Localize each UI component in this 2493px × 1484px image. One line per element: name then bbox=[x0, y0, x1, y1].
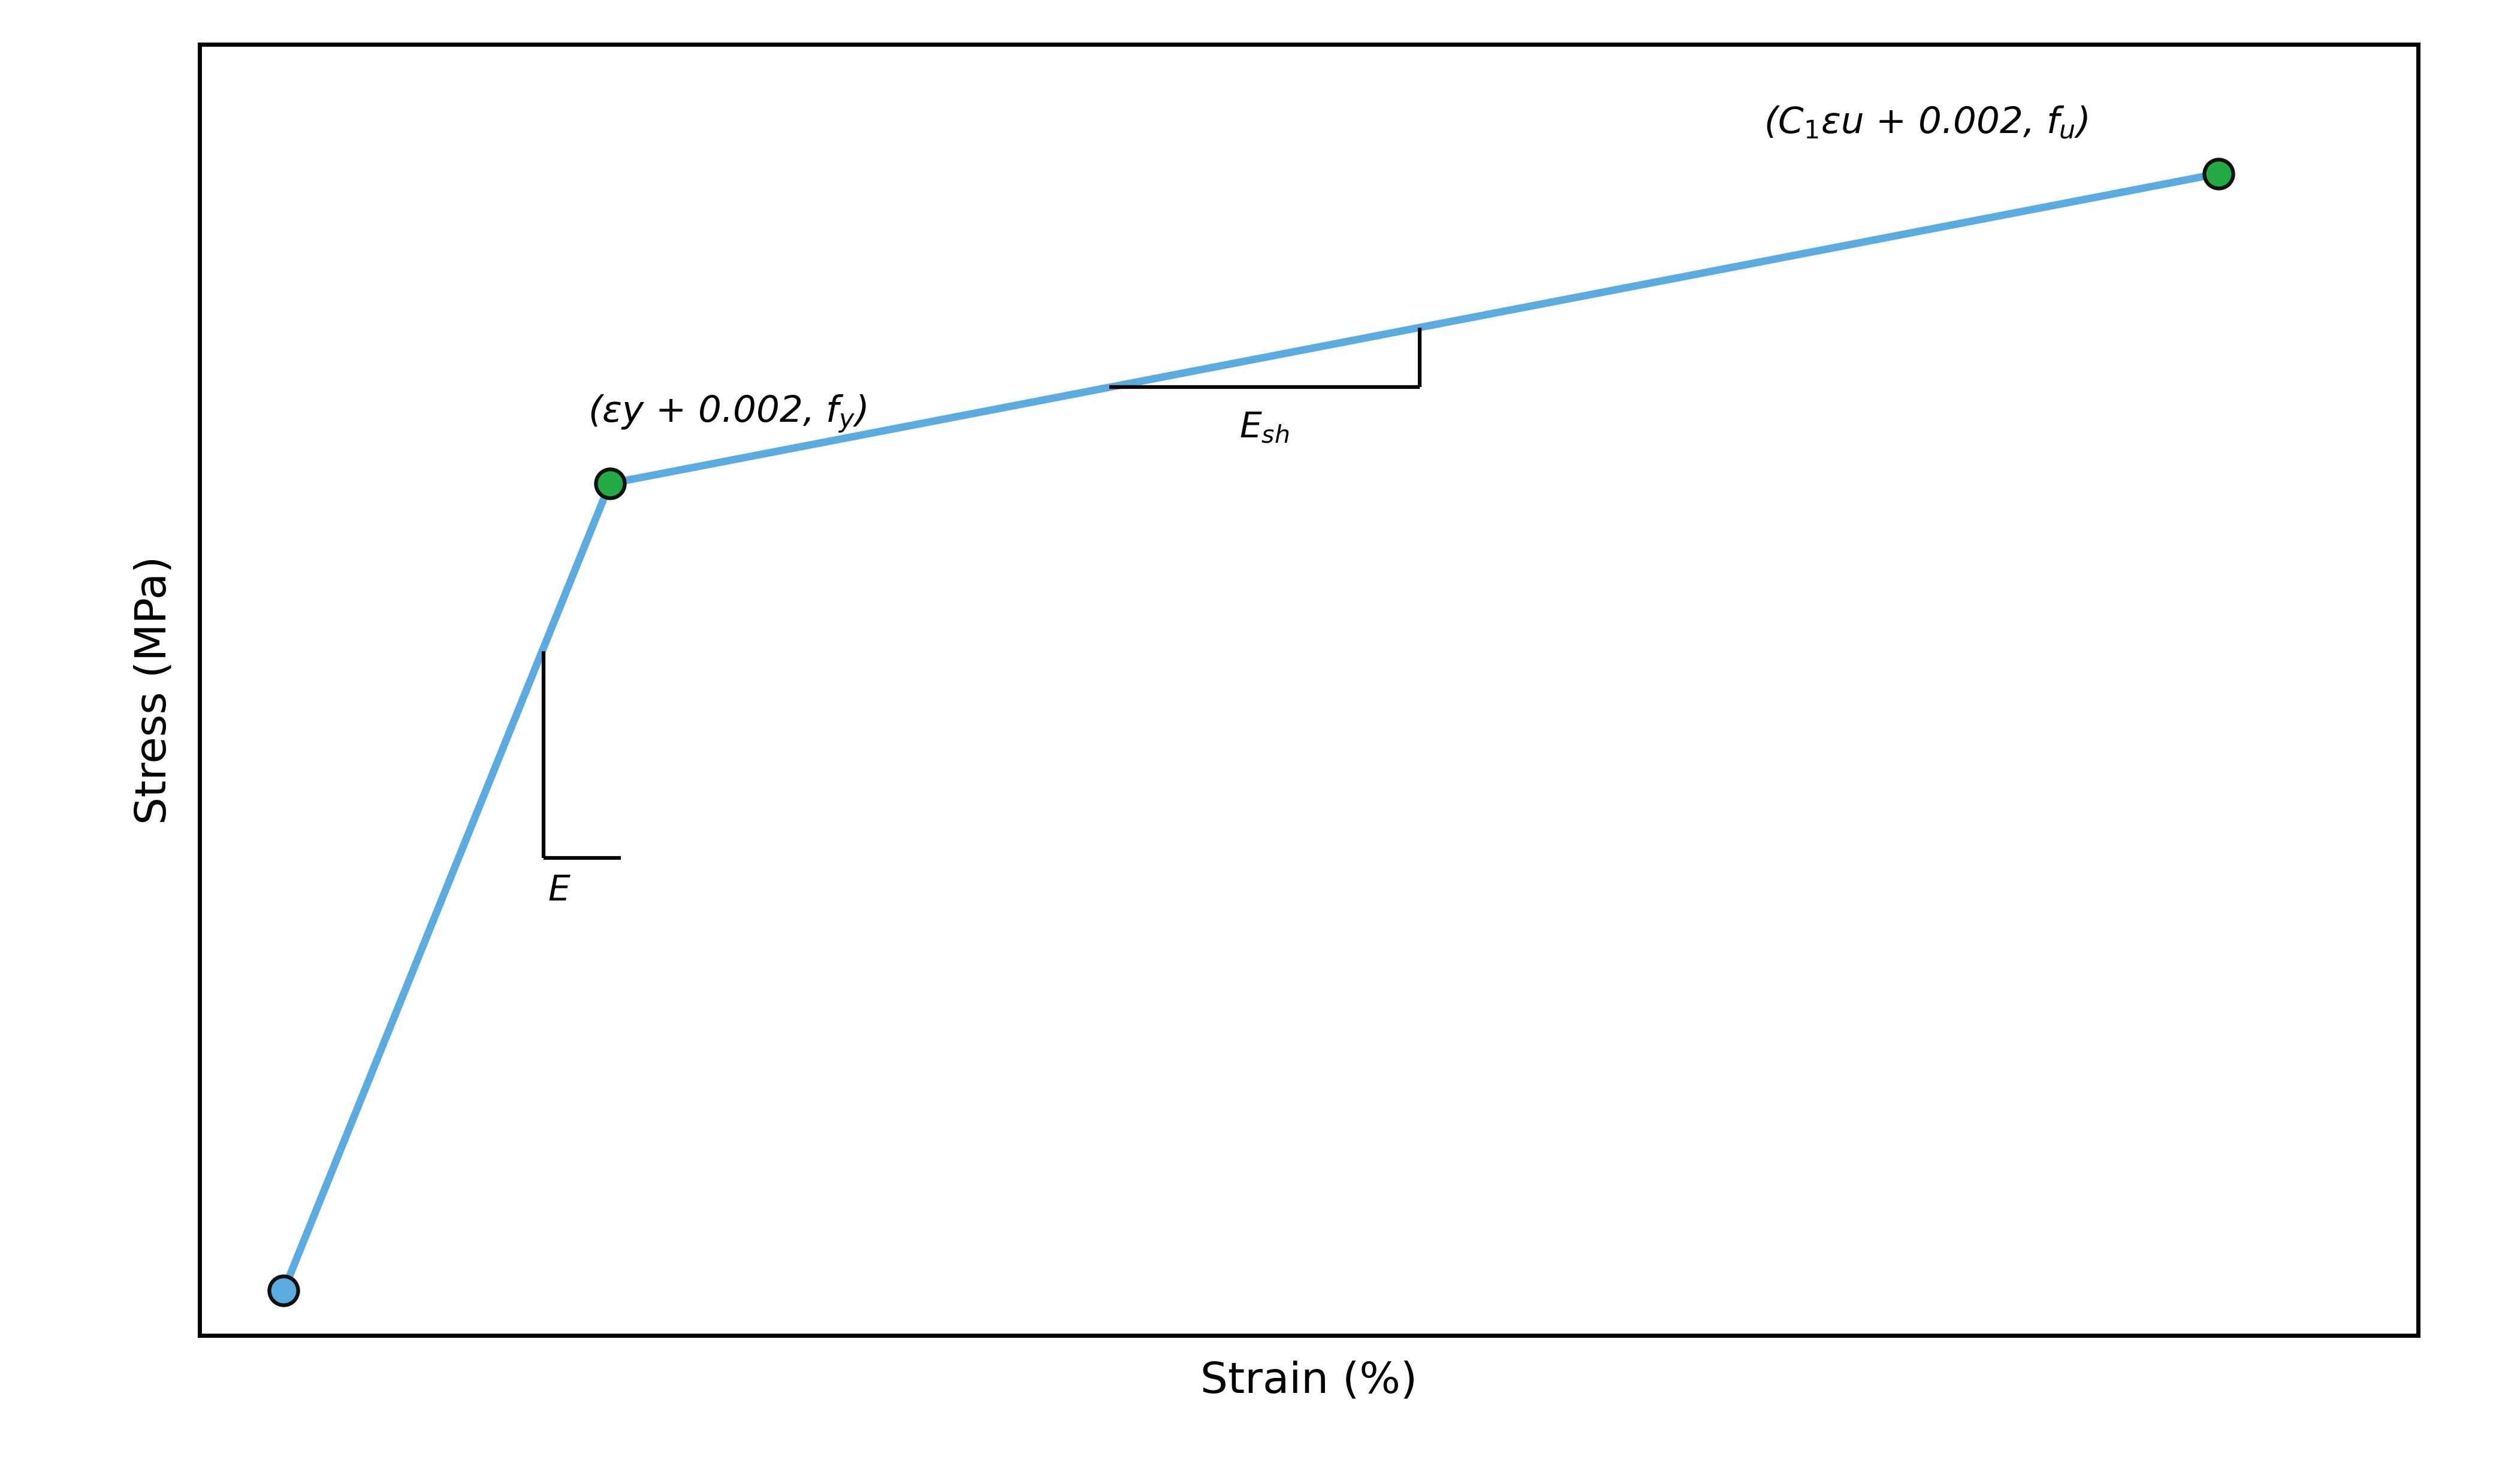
Text: $E$: $E$ bbox=[548, 874, 571, 908]
Point bbox=[264, 1279, 304, 1303]
Point bbox=[591, 472, 631, 496]
Text: $E_{sh}$: $E_{sh}$ bbox=[1239, 411, 1289, 445]
Y-axis label: Stress (MPa): Stress (MPa) bbox=[132, 556, 175, 824]
Text: ($\varepsilon$$y$ + 0.002, $f_y$): ($\varepsilon$$y$ + 0.002, $f_y$) bbox=[588, 393, 868, 435]
Point bbox=[2199, 162, 2239, 186]
X-axis label: Strain (%): Strain (%) bbox=[1199, 1361, 1419, 1402]
Text: ($C_1$$\varepsilon$$u$ + 0.002, $f_u$): ($C_1$$\varepsilon$$u$ + 0.002, $f_u$) bbox=[1763, 105, 2087, 141]
